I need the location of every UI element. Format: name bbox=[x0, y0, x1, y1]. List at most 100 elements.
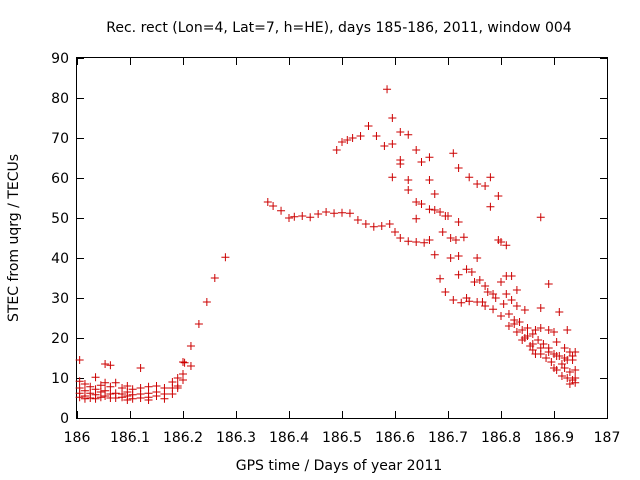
data-point bbox=[404, 176, 413, 184]
data-point bbox=[96, 393, 105, 402]
data-point bbox=[563, 326, 572, 334]
data-point bbox=[454, 218, 463, 226]
data-point bbox=[202, 298, 211, 306]
data-point bbox=[348, 134, 357, 142]
data-point bbox=[475, 276, 484, 284]
data-point bbox=[285, 214, 293, 222]
x-tick-label: 186.9 bbox=[534, 430, 574, 446]
data-point bbox=[412, 238, 421, 246]
y-tick-label: 90 bbox=[51, 51, 69, 67]
data-point bbox=[547, 358, 556, 366]
data-point bbox=[534, 336, 543, 344]
y-tick-label: 60 bbox=[51, 171, 69, 187]
data-point bbox=[520, 306, 529, 314]
data-point bbox=[168, 390, 177, 398]
data-point bbox=[353, 216, 362, 224]
data-point bbox=[563, 356, 572, 364]
data-point bbox=[412, 214, 421, 223]
data-point bbox=[144, 396, 153, 404]
data-point bbox=[404, 186, 413, 194]
data-point bbox=[396, 160, 405, 168]
data-point bbox=[436, 208, 445, 216]
data-point bbox=[425, 205, 434, 214]
data-point bbox=[96, 381, 105, 390]
data-point bbox=[523, 324, 532, 332]
data-point bbox=[544, 280, 553, 288]
data-point bbox=[552, 366, 561, 374]
data-point bbox=[507, 272, 516, 280]
data-point bbox=[420, 238, 429, 247]
data-point bbox=[518, 336, 527, 344]
data-point bbox=[563, 374, 572, 382]
data-point bbox=[152, 392, 161, 400]
data-point bbox=[425, 153, 434, 162]
data-point bbox=[497, 278, 505, 286]
data-point bbox=[369, 222, 378, 231]
data-point bbox=[462, 265, 471, 274]
x-tick-label: 186.6 bbox=[375, 430, 415, 446]
data-point bbox=[489, 305, 498, 314]
data-point bbox=[425, 176, 434, 184]
data-point bbox=[210, 274, 219, 282]
data-point bbox=[499, 300, 508, 308]
data-point bbox=[571, 366, 580, 374]
data-point bbox=[552, 338, 561, 346]
data-point bbox=[512, 328, 521, 336]
data-point bbox=[136, 364, 145, 372]
data-point bbox=[465, 173, 474, 182]
data-point bbox=[459, 233, 468, 242]
data-point bbox=[91, 373, 100, 382]
data-point bbox=[438, 228, 447, 236]
data-point bbox=[221, 253, 230, 262]
y-tick-label: 50 bbox=[51, 211, 69, 227]
data-point bbox=[462, 294, 471, 302]
data-point bbox=[542, 354, 551, 362]
data-point bbox=[136, 394, 145, 402]
data-point bbox=[486, 202, 495, 211]
x-tick-label: 186.4 bbox=[269, 430, 309, 446]
data-point bbox=[290, 212, 299, 221]
data-point bbox=[75, 377, 84, 386]
data-point bbox=[180, 358, 189, 367]
x-tick-label: 186.2 bbox=[163, 430, 203, 446]
data-point bbox=[91, 394, 100, 403]
data-point bbox=[80, 394, 89, 403]
data-point bbox=[531, 326, 540, 334]
data-point bbox=[388, 140, 397, 148]
data-point bbox=[510, 320, 519, 328]
chart-title: Rec. rect (Lon=4, Lat=7, h=HE), days 185… bbox=[106, 20, 572, 36]
data-point bbox=[555, 308, 564, 316]
data-point bbox=[512, 286, 521, 294]
data-point bbox=[179, 358, 187, 366]
data-point bbox=[507, 296, 516, 304]
data-point bbox=[536, 213, 545, 222]
data-point bbox=[571, 378, 580, 387]
data-point bbox=[544, 326, 553, 334]
data-point bbox=[497, 312, 505, 320]
data-point bbox=[425, 236, 434, 244]
x-tick-label: 187 bbox=[594, 430, 621, 446]
data-point bbox=[491, 294, 500, 302]
data-point bbox=[430, 206, 439, 214]
data-point bbox=[380, 142, 389, 150]
data-point bbox=[101, 378, 110, 387]
data-point bbox=[128, 394, 137, 403]
data-point bbox=[111, 394, 120, 402]
data-point bbox=[454, 252, 463, 260]
data-point bbox=[515, 318, 524, 326]
data-point bbox=[430, 250, 439, 259]
data-point bbox=[306, 213, 315, 222]
data-point bbox=[298, 212, 307, 220]
data-point bbox=[483, 288, 492, 296]
data-point bbox=[173, 374, 182, 382]
data-point bbox=[430, 190, 439, 198]
data-point bbox=[75, 356, 84, 364]
data-point bbox=[322, 208, 331, 216]
data-point bbox=[446, 254, 455, 262]
data-point bbox=[550, 328, 558, 336]
data-point bbox=[536, 304, 545, 312]
data-point bbox=[106, 382, 115, 391]
data-point bbox=[539, 340, 548, 348]
data-point bbox=[396, 128, 405, 136]
